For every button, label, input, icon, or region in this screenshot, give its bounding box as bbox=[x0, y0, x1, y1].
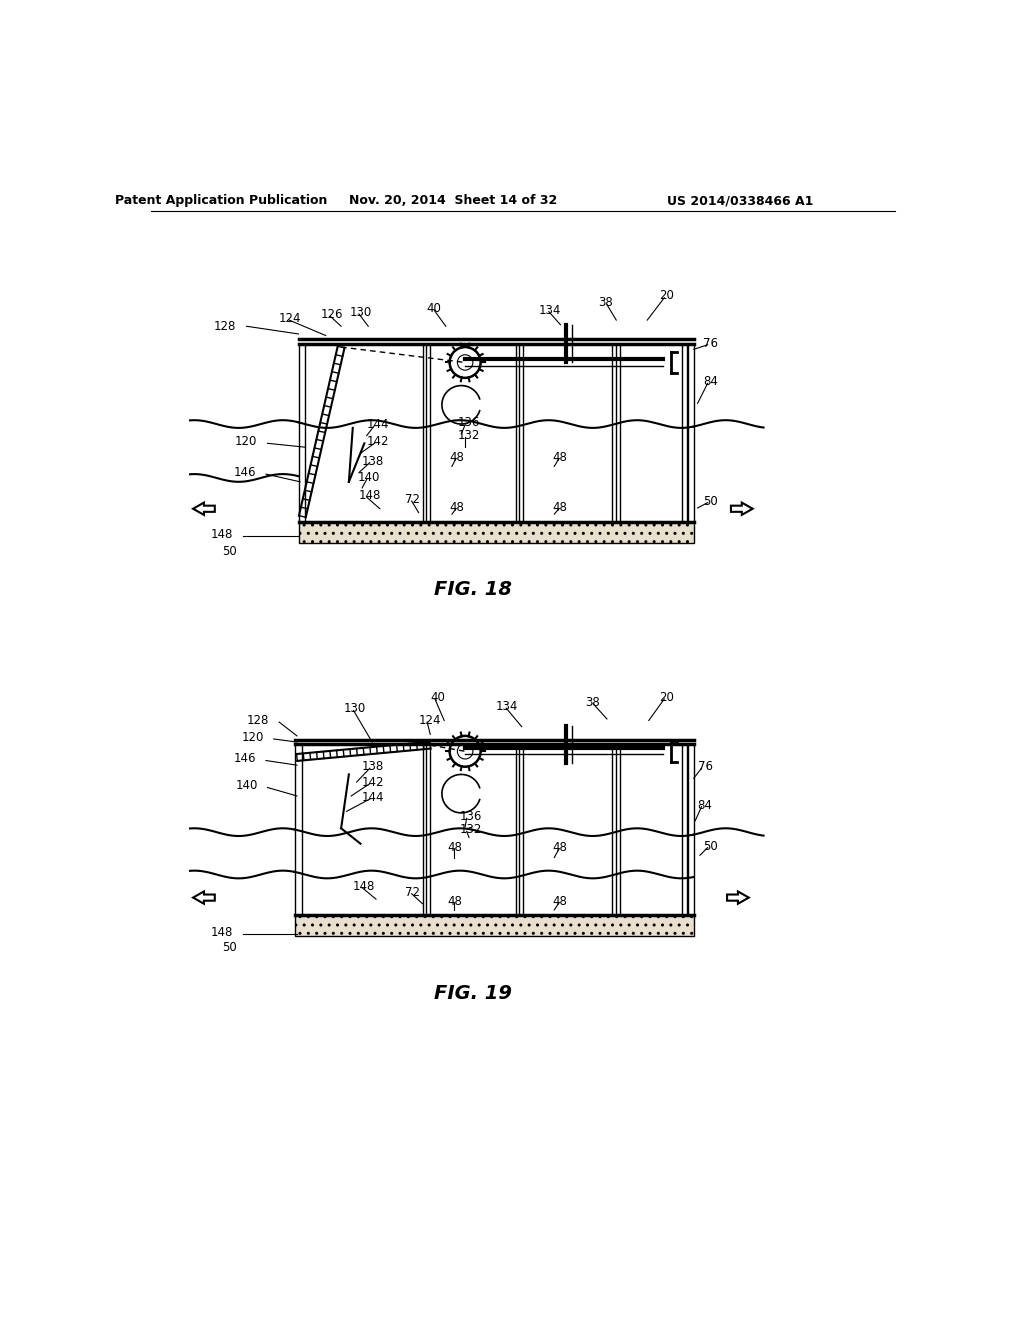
Text: 48: 48 bbox=[447, 895, 462, 908]
Text: 48: 48 bbox=[447, 841, 462, 854]
Text: 48: 48 bbox=[553, 895, 567, 908]
Text: 120: 120 bbox=[236, 436, 257, 449]
Text: 84: 84 bbox=[697, 799, 713, 812]
Text: 132: 132 bbox=[460, 824, 482, 837]
Circle shape bbox=[347, 767, 353, 774]
Text: 138: 138 bbox=[362, 760, 384, 774]
Text: 48: 48 bbox=[553, 841, 567, 854]
Circle shape bbox=[636, 821, 650, 836]
Text: 48: 48 bbox=[450, 450, 465, 463]
Circle shape bbox=[672, 748, 678, 755]
Text: 38: 38 bbox=[586, 696, 600, 709]
Text: FIG. 18: FIG. 18 bbox=[434, 579, 512, 599]
Circle shape bbox=[438, 899, 453, 912]
Text: 136: 136 bbox=[458, 416, 480, 429]
Circle shape bbox=[636, 899, 650, 912]
Text: 20: 20 bbox=[658, 289, 674, 302]
Text: 148: 148 bbox=[210, 528, 232, 541]
Text: 72: 72 bbox=[406, 492, 421, 506]
Circle shape bbox=[336, 342, 346, 352]
Text: 50: 50 bbox=[222, 545, 237, 557]
Text: 136: 136 bbox=[460, 810, 482, 824]
Bar bbox=[299, 521, 693, 544]
Circle shape bbox=[544, 899, 557, 912]
Circle shape bbox=[438, 425, 453, 438]
Text: 144: 144 bbox=[362, 791, 385, 804]
Circle shape bbox=[425, 739, 435, 751]
Text: Patent Application Publication: Patent Application Publication bbox=[115, 194, 328, 207]
Text: 124: 124 bbox=[419, 714, 441, 727]
Text: 146: 146 bbox=[234, 752, 257, 766]
Circle shape bbox=[636, 859, 650, 874]
Text: 130: 130 bbox=[343, 702, 366, 715]
Text: 134: 134 bbox=[539, 304, 561, 317]
Text: 20: 20 bbox=[658, 690, 674, 704]
Circle shape bbox=[544, 859, 557, 874]
Circle shape bbox=[347, 433, 353, 438]
Circle shape bbox=[672, 359, 678, 366]
Text: 50: 50 bbox=[703, 840, 718, 853]
Text: 134: 134 bbox=[496, 700, 518, 713]
Text: 38: 38 bbox=[598, 296, 613, 309]
FancyArrow shape bbox=[727, 891, 749, 904]
Text: 126: 126 bbox=[321, 308, 343, 321]
Circle shape bbox=[636, 463, 650, 477]
Text: 84: 84 bbox=[703, 375, 718, 388]
Text: 146: 146 bbox=[234, 466, 257, 479]
Text: 140: 140 bbox=[236, 779, 258, 792]
Text: 142: 142 bbox=[367, 436, 389, 449]
Text: 148: 148 bbox=[210, 925, 232, 939]
Text: 138: 138 bbox=[362, 454, 384, 467]
Circle shape bbox=[544, 463, 557, 477]
Circle shape bbox=[544, 821, 557, 836]
Text: 132: 132 bbox=[458, 429, 480, 442]
Text: 48: 48 bbox=[553, 450, 567, 463]
Text: 120: 120 bbox=[242, 731, 263, 744]
Circle shape bbox=[544, 425, 557, 438]
FancyArrow shape bbox=[731, 503, 753, 515]
Text: 144: 144 bbox=[367, 417, 389, 430]
Text: Nov. 20, 2014  Sheet 14 of 32: Nov. 20, 2014 Sheet 14 of 32 bbox=[349, 194, 558, 207]
Text: 76: 76 bbox=[703, 337, 718, 350]
Text: 72: 72 bbox=[406, 886, 421, 899]
Text: 128: 128 bbox=[214, 319, 237, 333]
Text: 140: 140 bbox=[357, 471, 380, 484]
Circle shape bbox=[438, 463, 453, 477]
FancyArrow shape bbox=[194, 503, 215, 515]
Circle shape bbox=[636, 425, 650, 438]
Text: 40: 40 bbox=[426, 302, 441, 315]
Text: 128: 128 bbox=[247, 714, 269, 727]
Text: 76: 76 bbox=[697, 760, 713, 774]
Text: US 2014/0338466 A1: US 2014/0338466 A1 bbox=[667, 194, 813, 207]
Text: 48: 48 bbox=[450, 500, 465, 513]
Text: 50: 50 bbox=[222, 941, 237, 954]
Text: 124: 124 bbox=[280, 312, 302, 325]
Circle shape bbox=[636, 506, 650, 520]
Circle shape bbox=[438, 821, 453, 836]
Text: 142: 142 bbox=[362, 776, 385, 788]
Circle shape bbox=[438, 859, 453, 874]
FancyArrow shape bbox=[194, 891, 215, 904]
Text: 148: 148 bbox=[358, 490, 381, 502]
Circle shape bbox=[438, 506, 453, 520]
Bar bbox=[295, 915, 693, 936]
Text: 48: 48 bbox=[553, 500, 567, 513]
Circle shape bbox=[544, 506, 557, 520]
Text: 130: 130 bbox=[349, 306, 372, 319]
Text: 148: 148 bbox=[352, 879, 375, 892]
Text: 40: 40 bbox=[430, 690, 445, 704]
Text: 50: 50 bbox=[703, 495, 718, 508]
Text: FIG. 19: FIG. 19 bbox=[434, 985, 512, 1003]
